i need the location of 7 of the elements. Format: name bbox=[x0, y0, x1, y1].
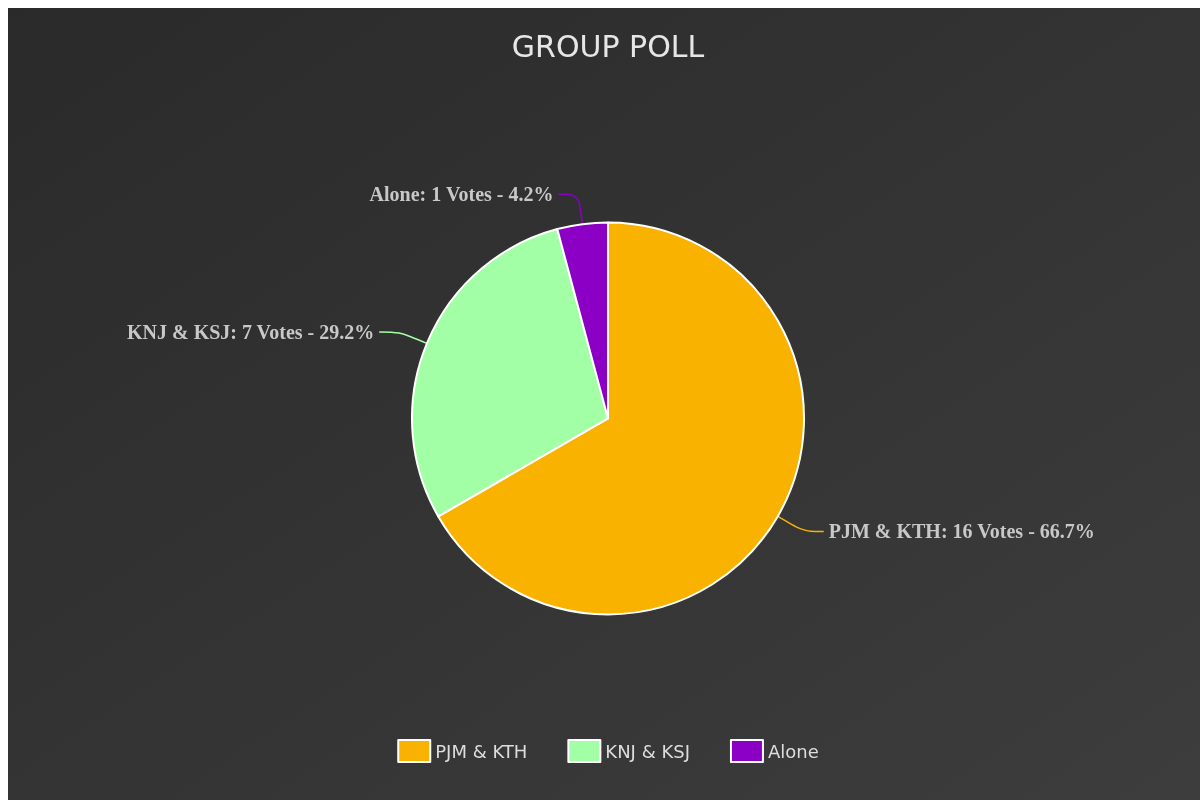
legend-label: KNJ & KSJ bbox=[605, 740, 690, 762]
legend-label: PJM & KTH bbox=[435, 740, 528, 762]
data-label: Alone: 1 Votes - 4.2% bbox=[369, 183, 554, 206]
data-label: PJM & KTH: 16 Votes - 66.7% bbox=[828, 520, 1095, 543]
data-label: KNJ & KSJ: 7 Votes - 29.2% bbox=[126, 320, 375, 343]
legend-label: Alone bbox=[767, 740, 819, 762]
chart-title: GROUP POLL bbox=[511, 28, 705, 64]
